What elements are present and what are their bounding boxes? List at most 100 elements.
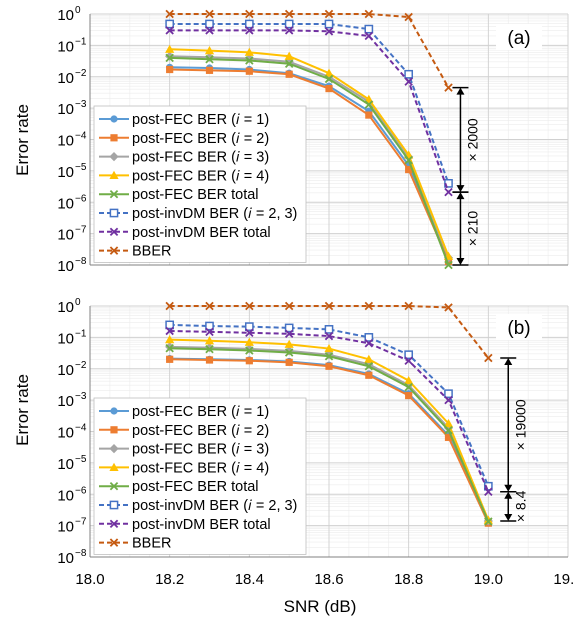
data-point-invdm_23 xyxy=(404,350,414,360)
data-point-fec_total xyxy=(205,344,214,354)
ratio-arrow-head xyxy=(504,358,513,366)
y-tick-label: 10 xyxy=(57,330,74,347)
series-invdm_total xyxy=(165,326,493,497)
ratio-arrow-head xyxy=(456,185,465,193)
data-point-fec_i4 xyxy=(284,51,294,60)
data-point-fec_i2 xyxy=(405,165,413,174)
y-tick-label: 10 xyxy=(57,227,74,244)
data-point-bber xyxy=(444,83,453,92)
data-point-fec_total xyxy=(284,59,294,68)
y-tick-label: 10 xyxy=(57,38,74,55)
x-axis-label: SNR (dB) xyxy=(284,597,357,616)
y-tick-exponent: −2 xyxy=(75,360,87,371)
y-tick-exponent: −2 xyxy=(75,68,87,79)
data-point-bber xyxy=(165,9,174,19)
annotations-a: × 2000 × 210 xyxy=(452,86,480,266)
data-point-invdm_total xyxy=(484,487,493,497)
legend-marker xyxy=(109,189,119,199)
legend-label: post-FEC BER (𝑖 = 2) xyxy=(132,423,269,439)
panel-label-box-a: (a) xyxy=(496,24,542,50)
ratio-arrow-head xyxy=(504,514,513,522)
y-tick-label: 10 xyxy=(57,195,74,212)
series-line-bber xyxy=(169,13,450,89)
data-point-fec_i4 xyxy=(165,334,175,344)
legend-marker xyxy=(109,170,119,179)
series-bber xyxy=(165,301,493,363)
data-point-bber xyxy=(364,9,374,19)
data-point-fec_i4 xyxy=(364,94,374,103)
legend-entry: post-FEC BER total xyxy=(99,479,259,495)
data-point-fec_i4 xyxy=(165,44,175,53)
x-tick-label: 19.2 xyxy=(553,571,575,588)
data-point-fec_i2 xyxy=(205,356,214,364)
legend-entry: post-FEC BER (𝑖 = 4) xyxy=(99,168,269,184)
y-tick-label: 10 xyxy=(57,362,74,379)
legend-entry: post-FEC BER (𝑖 = 2) xyxy=(99,131,269,147)
data-point-fec_i2 xyxy=(166,355,174,363)
data-point-fec_i4 xyxy=(204,46,215,55)
legend-entry: post-invDM BER total xyxy=(99,225,271,241)
data-point-fec_i2 xyxy=(444,433,453,441)
data-point-fec_i2 xyxy=(325,362,333,370)
data-point-fec_total xyxy=(444,260,453,270)
data-point-fec_total xyxy=(364,362,374,371)
data-point-invdm_23 xyxy=(284,19,294,29)
y-tick-exponent: −5 xyxy=(75,162,87,173)
y-tick-label: 10 xyxy=(57,487,74,504)
y-tick-label: 10 xyxy=(57,299,74,316)
legend-b: post-FEC BER (𝑖 = 1) post-FEC BER (𝑖 = 2)… xyxy=(93,397,307,555)
data-point-invdm_total xyxy=(205,26,214,35)
data-point-fec_total xyxy=(165,53,174,63)
legend-entry: post-FEC BER (𝑖 = 3) xyxy=(99,150,269,166)
ratio-label: × 19000 xyxy=(512,399,528,450)
legend-entry: BBER xyxy=(99,536,172,552)
data-point-fec_i2 xyxy=(365,111,373,119)
data-point-fec_i4 xyxy=(244,47,254,56)
series-invdm_23 xyxy=(165,320,493,491)
data-point-invdm_23 xyxy=(404,69,414,79)
y-tick-exponent: −1 xyxy=(75,36,87,47)
data-point-bber xyxy=(205,9,214,19)
data-point-bber xyxy=(284,301,294,311)
data-point-invdm_total xyxy=(404,77,413,86)
data-point-fec_total xyxy=(444,425,453,435)
legend-entry: post-FEC BER (𝑖 = 1) xyxy=(99,112,269,128)
data-point-invdm_total xyxy=(444,395,453,405)
legend-label: post-FEC BER (𝑖 = 4) xyxy=(132,460,269,476)
x-tick-label: 18.0 xyxy=(75,571,104,588)
legend-marker xyxy=(110,134,118,142)
data-point-fec_i2 xyxy=(325,84,333,93)
y-tick-exponent: −7 xyxy=(75,517,87,528)
series-line-invdm_23 xyxy=(169,323,490,487)
data-point-invdm_total xyxy=(364,339,374,348)
series-fec_total xyxy=(165,344,493,526)
series-line-bber xyxy=(169,305,490,359)
data-point-fec_total xyxy=(404,155,413,165)
legend-label: post-FEC BER total xyxy=(132,479,259,495)
ratio-arrow-head xyxy=(456,258,465,265)
data-point-bber xyxy=(324,301,334,311)
y-tick-label: 10 xyxy=(57,70,74,87)
legend-entry: post-FEC BER total xyxy=(99,187,259,203)
ratio-arrow-head xyxy=(504,484,513,492)
x-tick-label: 18.2 xyxy=(155,571,184,588)
data-point-fec_i2 xyxy=(285,70,293,78)
legend-marker xyxy=(109,208,119,218)
y-tick-label: 10 xyxy=(57,519,74,536)
y-tick-label: 10 xyxy=(57,550,74,567)
data-point-bber xyxy=(165,301,174,311)
data-point-fec_total xyxy=(484,517,493,526)
legend-label: post-FEC BER total xyxy=(132,187,259,203)
legend-box xyxy=(93,397,307,555)
legend-marker xyxy=(109,152,119,162)
data-point-bber xyxy=(364,301,374,311)
data-point-fec_i4 xyxy=(204,336,215,345)
legend-marker xyxy=(109,444,119,454)
series-line-fec_total xyxy=(169,56,450,266)
data-point-invdm_total xyxy=(444,187,453,197)
data-point-bber xyxy=(404,12,413,22)
series-fec_i4 xyxy=(165,334,493,524)
y-tick-label: 10 xyxy=(57,133,74,150)
